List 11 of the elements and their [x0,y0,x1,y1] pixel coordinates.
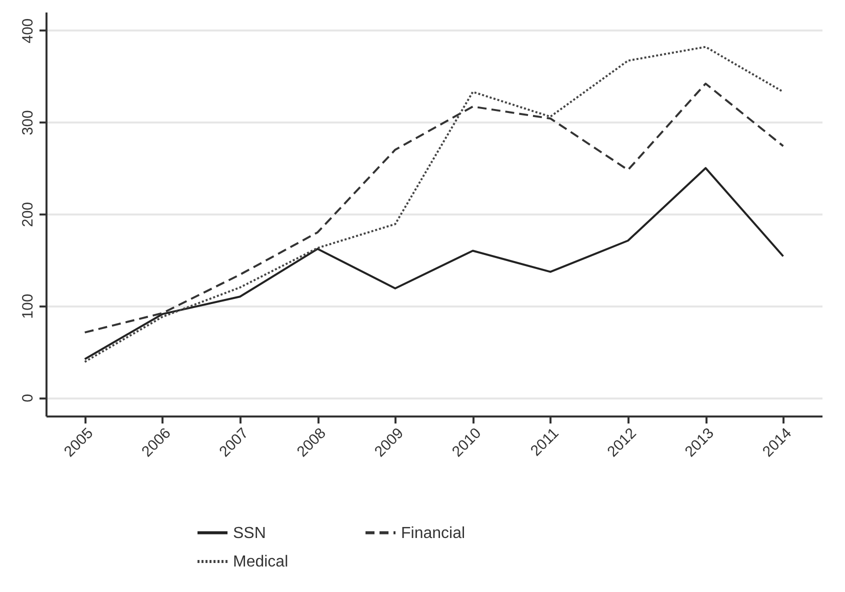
y-tick-label: 400 [20,18,36,44]
y-tick-label: 200 [20,202,36,228]
y-tick-label: 100 [20,294,36,319]
y-tick-label: 300 [20,110,36,136]
legend-label: Medical [233,554,288,570]
legend-label: Financial [401,524,466,542]
line-series [84,82,784,334]
line-series [84,46,784,363]
line-series [84,167,784,360]
legend-label: SSN [233,524,266,542]
y-tick-label: 0 [20,394,36,402]
